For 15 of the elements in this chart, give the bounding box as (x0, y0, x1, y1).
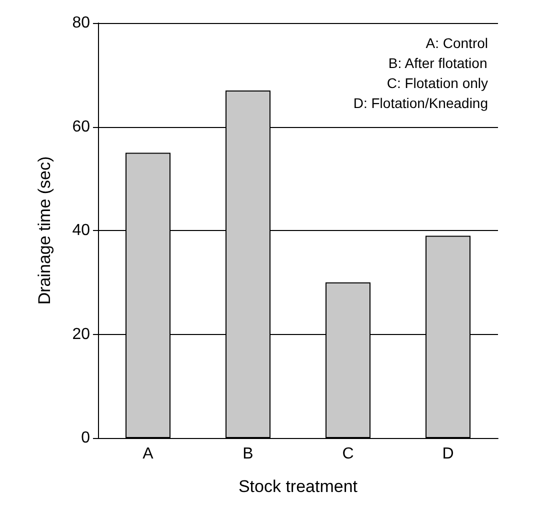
y-tick-label: 60 (72, 118, 90, 136)
annotation: A: Control (426, 35, 488, 51)
y-tick-label: 0 (81, 430, 90, 446)
y-axis-title: Drainage time (sec) (35, 156, 54, 305)
y-tick-label: 40 (72, 222, 90, 239)
x-tick-label: D (442, 446, 454, 462)
x-tick-label: C (342, 446, 354, 462)
y-tick-label: 80 (72, 14, 90, 32)
x-tick-label: B (242, 446, 254, 462)
y-tick-label: 20 (72, 326, 90, 343)
x-tick-label: A (142, 446, 154, 462)
annotation: B: After flotation (388, 55, 488, 71)
annotation: C: Flotation only (386, 75, 488, 91)
annotation: D: Flotation/Kneading (353, 95, 488, 111)
x-axis-title: Stock treatment (238, 477, 358, 496)
